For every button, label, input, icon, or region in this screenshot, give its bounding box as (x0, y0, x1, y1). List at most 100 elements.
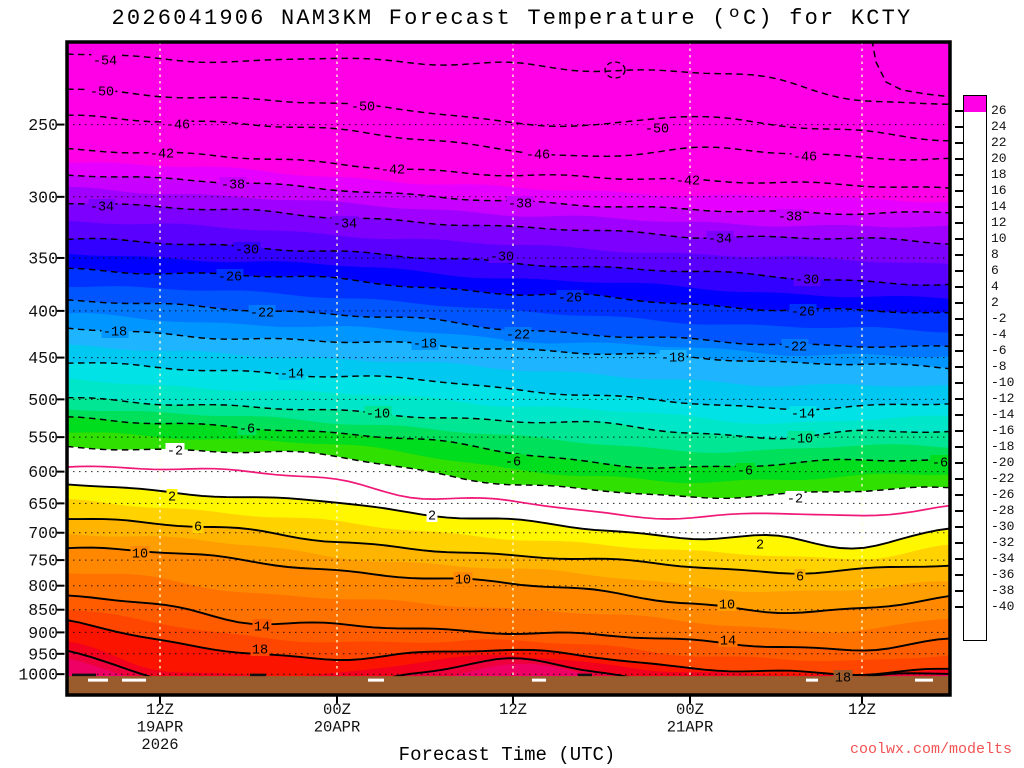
contour-label: -30 (795, 274, 819, 289)
colorbar-label: -14 (991, 407, 1015, 422)
colorbar-label: 22 (991, 135, 1007, 150)
contour-label-box (781, 339, 809, 353)
contour-label-box (192, 519, 204, 533)
colorbar-label: -12 (991, 391, 1015, 406)
colorbar-label: -8 (991, 359, 1007, 374)
colorbar-label: 8 (991, 247, 999, 262)
contour-label: 2 (168, 491, 176, 506)
colorbar-tick (955, 206, 963, 208)
colorbar-label: 12 (991, 215, 1007, 230)
contour-label: -50 (90, 86, 114, 101)
y-tick-label: 900 (28, 624, 58, 643)
contour-labels: -54 -50 -50 -50 -46 -46 -46 -42 -42 -42 -38 -38 -38 -… (88, 53, 950, 687)
colorbar-label: 26 (991, 103, 1007, 118)
colorbar-label: -18 (991, 439, 1015, 454)
filled-bands (67, 42, 950, 695)
colorbar-tick (955, 126, 963, 128)
contour-label: -50 (645, 123, 669, 138)
colorbar-tick (955, 318, 963, 320)
colorbar-tick (955, 606, 963, 608)
contour-label: 6 (194, 521, 202, 536)
contour-label: -14 (280, 368, 304, 383)
surface-black-dash (578, 673, 592, 677)
y-tick-label: 850 (28, 601, 58, 620)
watermark-link[interactable]: coolwx.com/modelts (849, 741, 1012, 758)
colorbar-tick (955, 222, 963, 224)
contour-label-box (248, 305, 276, 319)
contour-label-box (364, 406, 392, 420)
colorbar-label: 16 (991, 183, 1007, 198)
colorbar-tick (955, 382, 963, 384)
contour-label-box (718, 633, 738, 647)
y-tick-label: 750 (28, 552, 58, 571)
contour-label-box (789, 304, 817, 318)
contour-label-box (278, 366, 306, 380)
x-tick-label: 00Z (323, 701, 351, 719)
surface-white-dash (806, 678, 818, 682)
colorbar-tick (955, 158, 963, 160)
contour-label: -46 (793, 151, 817, 166)
isotherm-solid (67, 546, 950, 615)
contour-label-box (250, 642, 270, 656)
x-tick-label: 19APR (137, 719, 184, 737)
contour-label-box (166, 489, 178, 503)
contour-label-box (833, 670, 853, 684)
y-tick-label: 700 (28, 524, 58, 543)
contour-label-box (88, 199, 116, 213)
colorbar-label: 6 (991, 263, 999, 278)
contour-label-box (659, 350, 687, 364)
contour-label-box (101, 324, 129, 338)
colorbar-tick (955, 526, 963, 528)
isotherm-solid (67, 483, 950, 550)
contour-label: -42 (381, 164, 405, 179)
colorbar-tick (955, 302, 963, 304)
contour-label: -34 (90, 201, 114, 216)
contour-label: -6 (932, 457, 948, 472)
isotherm-dashed (67, 416, 950, 469)
contour-label-box (717, 597, 737, 611)
y-tick-label: 400 (28, 302, 58, 321)
colorbar-label: -10 (991, 375, 1015, 390)
colorbar-label: 24 (991, 119, 1007, 134)
contour-label: -10 (789, 433, 813, 448)
contour-label-box (793, 272, 821, 286)
surface-white-dash (88, 678, 108, 682)
y-tick-label: 1000 (18, 666, 58, 685)
contour-label-box (787, 431, 815, 445)
y-tick-label: 950 (28, 645, 58, 664)
contour-label: -22 (250, 307, 274, 322)
colorbar-label: -4 (991, 327, 1007, 342)
contour-label: -38 (778, 211, 802, 226)
x-tick-label: 21APR (667, 719, 714, 737)
contour-label: 14 (720, 635, 736, 650)
contour-label-box (930, 455, 950, 469)
contour-label-box (331, 216, 359, 230)
colorbar-tick (955, 446, 963, 448)
contour-label: -46 (526, 149, 550, 164)
contour-label-box (706, 231, 734, 245)
surface-white-dash (915, 678, 933, 682)
y-tick-label: 300 (28, 188, 58, 207)
contour-label-box (252, 619, 272, 633)
contour-label: 6 (796, 571, 804, 586)
contour-label: -2 (167, 445, 183, 460)
colorbar-tick (955, 430, 963, 432)
y-tick-label: 500 (28, 391, 58, 410)
contour-label: -30 (235, 244, 259, 259)
y-tick-label: 250 (28, 116, 58, 135)
contour-label: -26 (558, 292, 582, 307)
colorbar-tick (955, 238, 963, 240)
colorbar-tick (955, 478, 963, 480)
contour-label: 10 (132, 548, 148, 563)
colorbar-label: -6 (991, 343, 1007, 358)
y-tick-label: 600 (28, 463, 58, 482)
colorbar-tick (955, 398, 963, 400)
plot-layers: -54 -50 -50 -50 -46 -46 -46 -42 -42 -42 -38 -38 -38 -… (67, 42, 950, 695)
contour-label-box (130, 546, 150, 560)
contour-label-box (216, 269, 244, 283)
contour-label: -2 (787, 493, 803, 508)
x-tick-label: 2026 (141, 736, 178, 754)
contour-label-box (233, 242, 261, 256)
contour-label-box (488, 249, 516, 263)
